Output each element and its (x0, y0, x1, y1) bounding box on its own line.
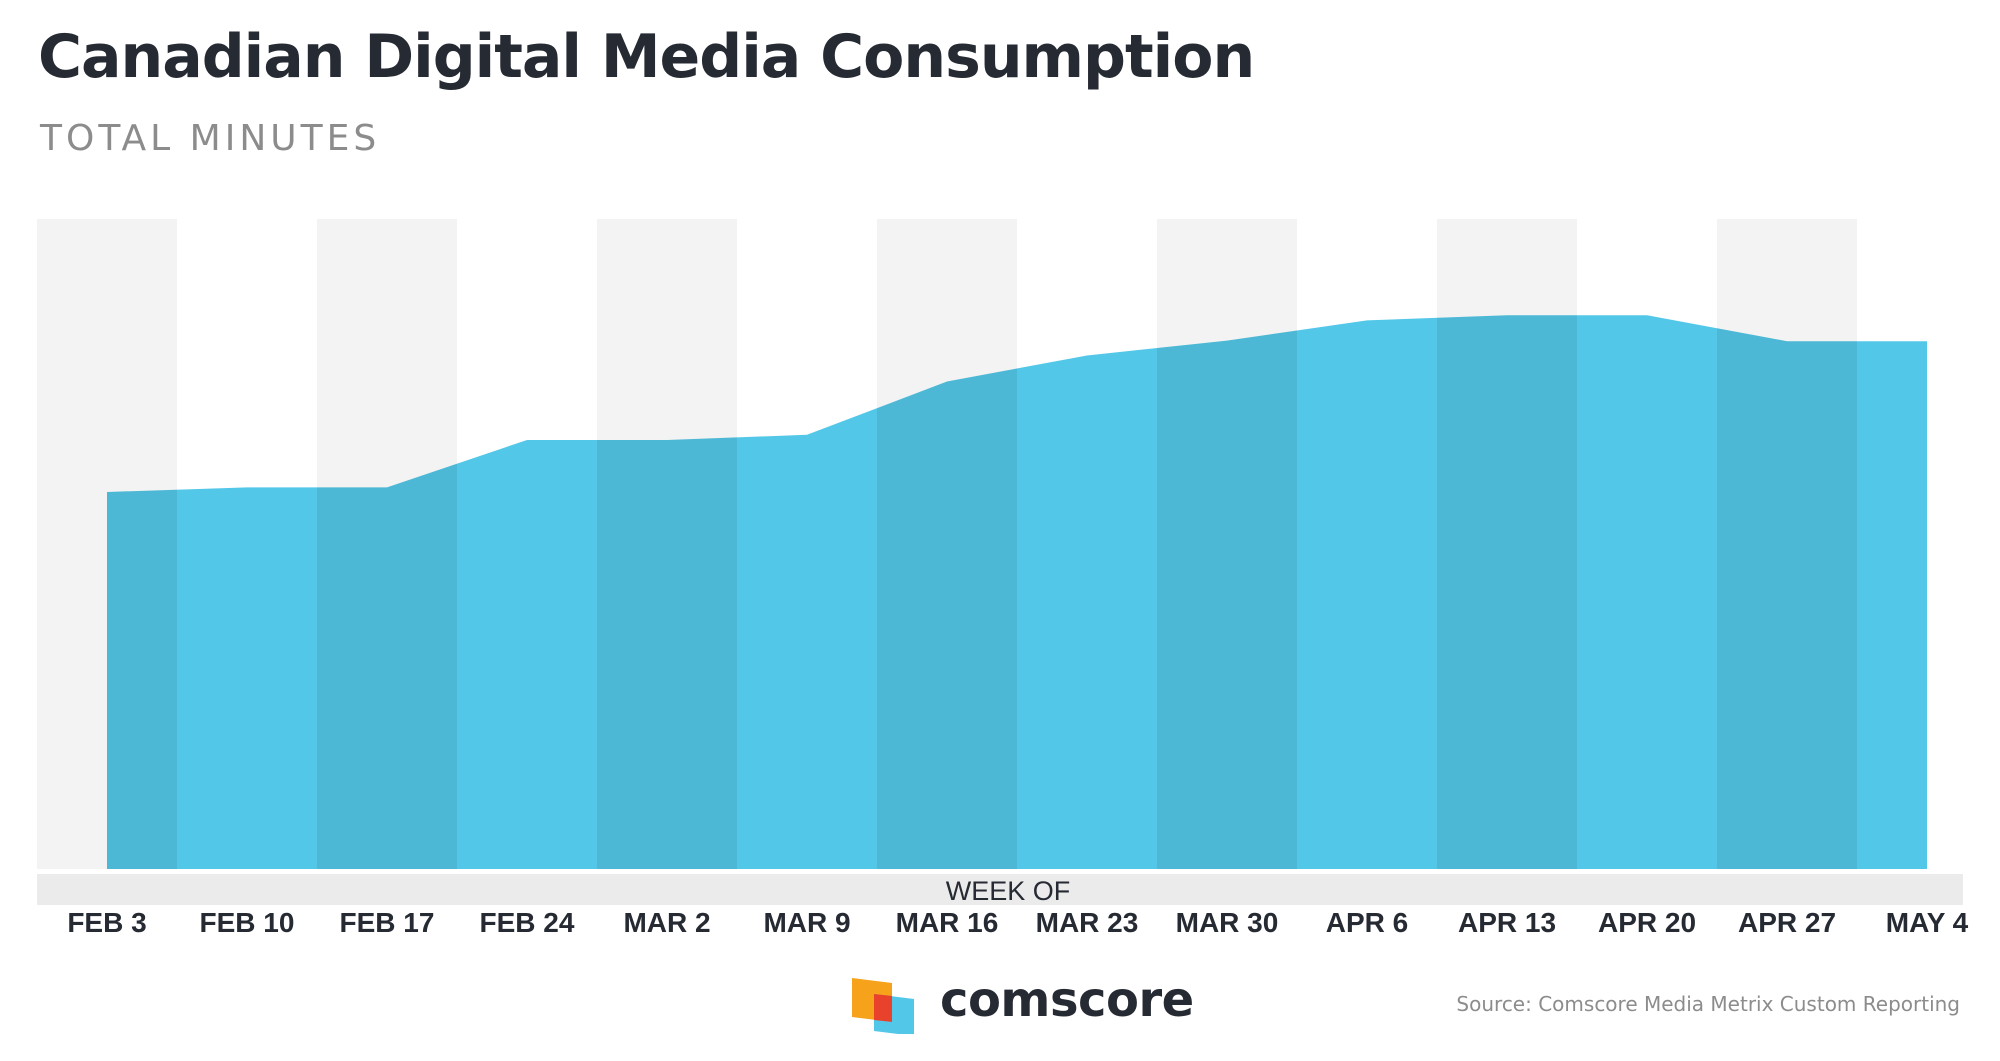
x-tick-label: APR 13 (1458, 907, 1556, 938)
comscore-logo-icon (852, 978, 914, 1034)
series-area (107, 315, 1927, 869)
x-tick-label: FEB 24 (480, 907, 575, 938)
logo-red-overlap (874, 994, 892, 1022)
x-tick-label: MAR 30 (1176, 907, 1279, 938)
x-tick-label: MAY 4 (1886, 907, 1969, 938)
column-band-overlay (877, 315, 1017, 869)
x-tick-label: APR 6 (1326, 907, 1408, 938)
chart-title: Canadian Digital Media Consumption (38, 22, 1255, 92)
x-tick-label: FEB 3 (67, 907, 146, 938)
source-note: Source: Comscore Media Metrix Custom Rep… (1456, 992, 1960, 1016)
x-tick-label: APR 20 (1598, 907, 1696, 938)
x-axis-title: WEEK OF (946, 876, 1071, 906)
x-tick-label: FEB 17 (340, 907, 435, 938)
x-axis-ticks: FEB 3 FEB 10 FEB 17 FEB 24 MAR 2 MAR 9 MAR 16 M… (67, 907, 1968, 938)
column-band-overlay (1717, 315, 1857, 869)
x-axis-strip (37, 874, 1963, 905)
x-tick-label: MAR 9 (763, 907, 850, 938)
x-tick-label: APR 27 (1738, 907, 1836, 938)
brand-wordmark: comscore (940, 972, 1194, 1028)
x-tick-label: MAR 2 (623, 907, 710, 938)
chart-subtitle: TOTAL MINUTES (40, 118, 381, 159)
x-tick-label: FEB 10 (200, 907, 295, 938)
x-tick-label: MAR 23 (1036, 907, 1139, 938)
column-band-overlay (1157, 315, 1297, 869)
column-band-overlay (1437, 315, 1577, 869)
x-tick-label: MAR 16 (896, 907, 999, 938)
